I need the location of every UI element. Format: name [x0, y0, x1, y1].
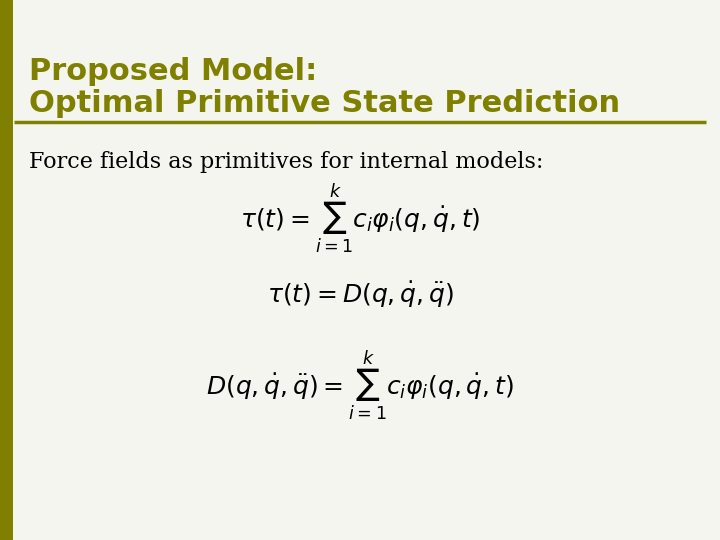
- Text: $\tau(t) = D(q,\dot{q},\ddot{q})$: $\tau(t) = D(q,\dot{q},\ddot{q})$: [266, 279, 454, 310]
- Text: Optimal Primitive State Prediction: Optimal Primitive State Prediction: [29, 89, 620, 118]
- Text: $\tau(t) = \sum_{i=1}^{k} c_i\varphi_i(q,\dot{q},t)$: $\tau(t) = \sum_{i=1}^{k} c_i\varphi_i(q…: [240, 181, 480, 256]
- Text: Force fields as primitives for internal models:: Force fields as primitives for internal …: [29, 151, 543, 173]
- Text: Proposed Model:: Proposed Model:: [29, 57, 317, 86]
- Text: $D(q,\dot{q},\ddot{q}) = \sum_{i=1}^{k} c_i\varphi_i(q,\dot{q},t)$: $D(q,\dot{q},\ddot{q}) = \sum_{i=1}^{k} …: [206, 349, 514, 423]
